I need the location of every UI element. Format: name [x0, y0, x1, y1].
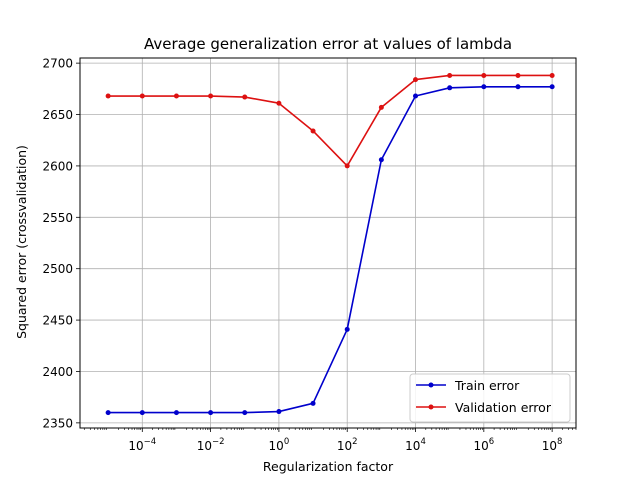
data-point-validation: [173, 93, 179, 99]
data-point-validation: [378, 104, 384, 110]
y-tick-label: 2450: [42, 314, 73, 328]
x-axis: 10−4 10−2 100 102 104 106 108: [83, 428, 577, 453]
data-point-train: [344, 326, 350, 332]
data-point-validation: [105, 93, 111, 99]
x-tick-label: 10−2: [197, 437, 225, 453]
legend-label-validation: Validation error: [455, 400, 552, 415]
data-point-validation: [481, 72, 487, 78]
data-point-validation: [447, 72, 453, 78]
data-point-validation: [413, 77, 419, 83]
legend-frame: [409, 373, 571, 423]
x-axis-label: Regularization factor: [263, 459, 394, 474]
chart-title: Average generalization error at values o…: [144, 35, 512, 53]
y-axis: 2350 2400 2450 2500 2550 2600 2650 2700: [42, 57, 80, 430]
data-point-train: [173, 410, 179, 416]
data-point-train: [549, 84, 555, 90]
data-point-train: [139, 410, 145, 416]
data-point-validation: [515, 72, 521, 78]
y-tick-label: 2700: [42, 57, 73, 71]
y-tick-label: 2600: [42, 159, 73, 173]
data-point-train: [515, 84, 521, 90]
y-tick-label: 2550: [42, 211, 73, 225]
series-line-validation: [108, 74, 553, 167]
legend-marker-train: [428, 382, 434, 388]
x-tick-label: 102: [337, 437, 358, 453]
y-tick-label: 2400: [42, 365, 73, 379]
data-point-train: [447, 85, 453, 91]
legend-marker-validation: [428, 404, 434, 410]
data-point-train: [208, 410, 214, 416]
series-group: [105, 72, 555, 416]
data-point-train: [310, 400, 316, 406]
data-point-validation: [139, 93, 145, 99]
legend-label-train: Train error: [454, 378, 520, 393]
data-point-validation: [276, 100, 282, 106]
x-tick-label: 100: [269, 437, 290, 453]
data-point-validation: [310, 128, 316, 134]
x-tick-label: 104: [405, 437, 426, 453]
series-line-train: [108, 85, 553, 414]
data-point-validation: [208, 93, 214, 99]
data-point-train: [481, 84, 487, 90]
plot-frame: [79, 57, 577, 429]
y-tick-label: 2500: [42, 262, 73, 276]
data-point-train: [413, 93, 419, 99]
data-point-train: [276, 409, 282, 415]
y-axis-label: Squared error (crossvalidation): [14, 145, 29, 339]
data-point-train: [378, 157, 384, 163]
data-point-train: [242, 410, 248, 416]
data-point-validation: [344, 163, 350, 169]
x-tick-label: 106: [473, 437, 494, 453]
x-tick-label: 10−4: [128, 437, 156, 453]
y-tick-label: 2350: [42, 416, 73, 430]
data-point-validation: [549, 72, 555, 78]
y-tick-label: 2650: [42, 108, 73, 122]
data-point-validation: [242, 94, 248, 100]
x-tick-label: 108: [542, 437, 563, 453]
data-point-train: [105, 410, 111, 416]
legend: Train error Validation error: [409, 373, 571, 423]
